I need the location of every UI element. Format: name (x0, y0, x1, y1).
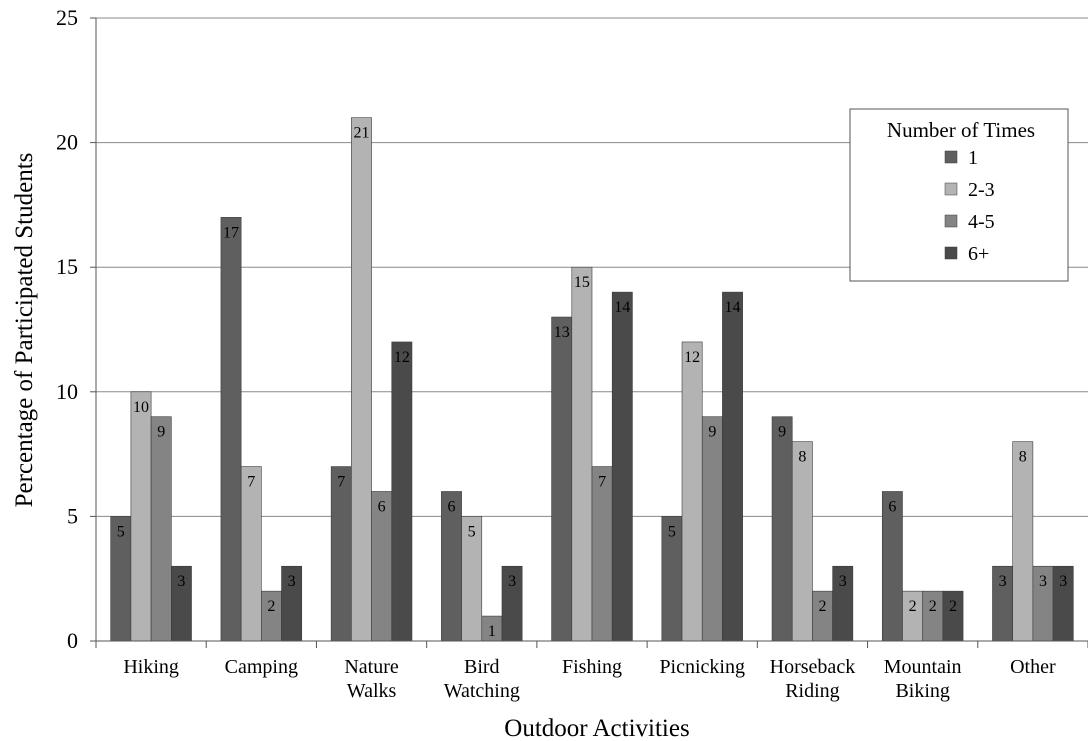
x-tick-label: Mountain Biking (884, 656, 962, 702)
bar-4-5-0 (150, 416, 172, 642)
data-label: 7 (598, 474, 606, 491)
bar-2-3-1 (240, 466, 262, 642)
bar-6+-4 (611, 291, 633, 642)
y-tick-label: 5 (67, 503, 78, 528)
y-tick-label: 15 (56, 254, 78, 279)
bar-2-3-0 (130, 391, 152, 642)
y-tick-label: 25 (56, 5, 78, 30)
data-label: 1 (488, 623, 496, 640)
legend-swatch (944, 246, 958, 260)
x-tick-label: Picnicking (659, 656, 745, 678)
data-label: 3 (1039, 573, 1047, 590)
data-label: 9 (708, 424, 716, 441)
legend-title: Number of Times (887, 118, 1035, 142)
x-tick-label: Camping (225, 656, 298, 678)
legend-label: 4-5 (968, 211, 995, 233)
data-label: 3 (999, 573, 1007, 590)
legend-label: 2-3 (968, 179, 995, 201)
data-label: 13 (554, 324, 570, 341)
data-label: 14 (725, 299, 741, 316)
x-tick-label: Bird Watching (444, 656, 520, 702)
legend-swatch (944, 182, 958, 196)
bar-4-5-4 (591, 466, 613, 642)
data-label: 21 (353, 125, 369, 142)
data-label: 3 (288, 573, 296, 590)
y-tick-label: 20 (56, 130, 78, 155)
bar-2-3-2 (351, 117, 372, 642)
data-label: 8 (1019, 449, 1027, 466)
data-label: 12 (684, 349, 700, 366)
bar-1-6 (771, 416, 793, 642)
data-label: 9 (157, 424, 165, 441)
data-label: 5 (117, 523, 125, 540)
legend-box (849, 108, 1069, 282)
x-axis-title: Outdoor Activities (504, 715, 689, 741)
data-label: 2 (819, 598, 827, 615)
bar-6+-5 (722, 291, 743, 642)
data-label: 2 (267, 598, 275, 615)
data-label: 12 (394, 349, 410, 366)
legend-label: 1 (968, 147, 978, 169)
data-label: 2 (949, 598, 957, 615)
data-label: 3 (839, 573, 847, 590)
legend-items: 1 2-3 4-5 6+ (944, 147, 995, 265)
data-label: 5 (468, 523, 476, 540)
data-label: 14 (614, 299, 630, 316)
y-tick-label: 0 (67, 628, 78, 653)
data-label: 2 (909, 598, 917, 615)
legend-label: 6+ (968, 243, 989, 265)
data-label: 10 (133, 399, 149, 416)
data-label: 17 (223, 224, 239, 241)
bar-1-1 (220, 217, 242, 642)
x-tick-label: Fishing (562, 656, 622, 678)
data-label: 6 (888, 498, 896, 515)
legend: Number of Times 1 2-3 4-5 6+ (849, 108, 1069, 282)
bar-2-3-5 (681, 341, 703, 642)
x-tick-label: Hiking (123, 656, 179, 678)
data-label: 5 (668, 523, 676, 540)
data-label: 6 (378, 498, 386, 515)
bar-1-2 (330, 466, 352, 642)
y-tick-label: 10 (56, 379, 78, 404)
x-tick-label: Other (1010, 656, 1056, 678)
data-label: 8 (798, 449, 806, 466)
bars-layer (110, 117, 1074, 642)
data-label: 3 (508, 573, 516, 590)
y-axis-title: Percentage of Participated Students (11, 153, 38, 508)
bar-2-3-8 (1012, 441, 1034, 642)
data-label: 15 (574, 274, 590, 291)
data-label: 3 (177, 573, 185, 590)
data-label: 7 (337, 474, 345, 491)
bar-1-4 (551, 316, 573, 642)
data-label: 3 (1059, 573, 1067, 590)
data-label: 6 (447, 498, 455, 515)
x-tick-label: Nature Walks (344, 656, 399, 702)
bar-2-3-6 (791, 441, 813, 642)
data-label: 9 (778, 424, 786, 441)
bar-4-5-5 (701, 416, 723, 642)
data-label: 2 (929, 598, 937, 615)
data-label: 7 (247, 474, 255, 491)
bar-2-3-4 (571, 266, 593, 642)
legend-swatch (944, 150, 958, 164)
legend-swatch (944, 214, 958, 228)
x-tick-label: Horseback Riding (770, 656, 856, 702)
bar-6+-2 (391, 341, 413, 642)
